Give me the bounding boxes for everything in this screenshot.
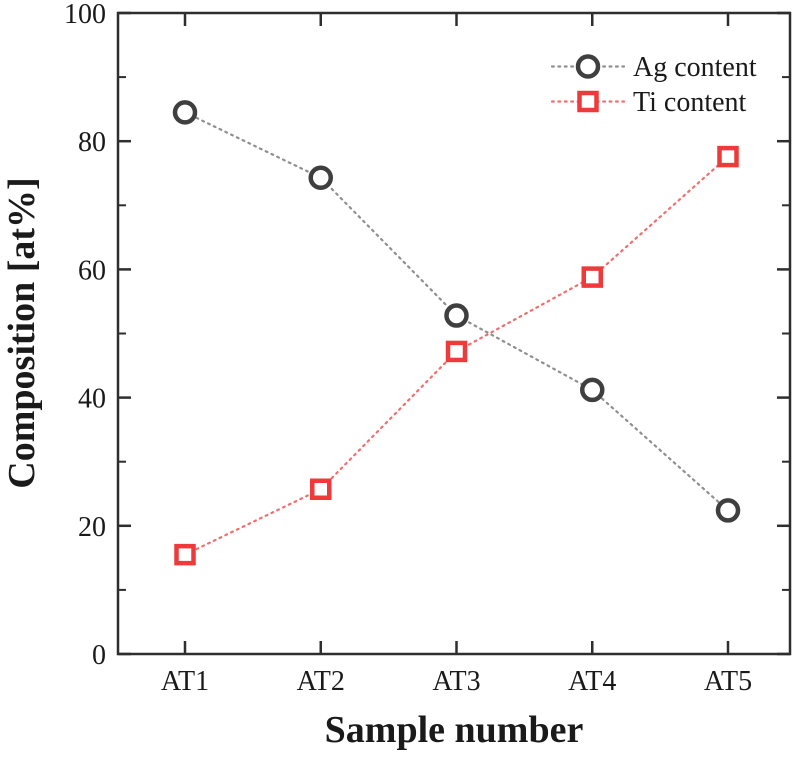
data-point-ti-at5: [717, 145, 739, 168]
x-tick-label: AT3: [432, 666, 480, 697]
data-point-ti-at2: [310, 478, 332, 501]
data-point-ag-at3: [444, 303, 469, 328]
x-tick-label: AT5: [704, 666, 752, 697]
x-tick-label: AT1: [161, 666, 209, 697]
series-line-ti: [183, 155, 730, 556]
y-tick-label: 60: [78, 255, 106, 286]
data-point-ti-at1: [174, 543, 196, 566]
legend-marker-ag: [575, 54, 601, 79]
data-point-ti-at4: [581, 266, 603, 288]
y-axis: 0 20 40 60 80 100: [64, 0, 790, 671]
data-point-ag-at4: [580, 377, 605, 403]
series-ti: [174, 145, 739, 566]
y-tick-label: 20: [78, 512, 106, 543]
x-tick-label: AT4: [568, 666, 616, 697]
series-ag: [172, 100, 741, 523]
data-point-ti-at3: [445, 340, 468, 363]
x-tick-label: AT2: [297, 666, 345, 697]
y-tick-label: 80: [78, 127, 106, 158]
series-line-ag: [183, 111, 730, 512]
x-axis-title: Sample number: [325, 709, 584, 751]
y-tick-label: 40: [78, 384, 106, 415]
legend-label-ag: Ag content: [633, 52, 757, 83]
y-axis-title: Composition [at%]: [1, 177, 43, 488]
legend-label-ti: Ti content: [633, 87, 747, 118]
data-point-ag-at1: [172, 100, 198, 125]
x-axis: AT1 AT2 AT3 AT4 AT5: [161, 13, 752, 697]
legend: [550, 54, 626, 113]
y-tick-label: 100: [64, 0, 106, 30]
y-tick-label: 0: [92, 640, 106, 671]
data-point-ag-at2: [308, 165, 333, 190]
data-point-ag-at5: [715, 498, 741, 523]
legend-marker-ti: [577, 90, 599, 113]
